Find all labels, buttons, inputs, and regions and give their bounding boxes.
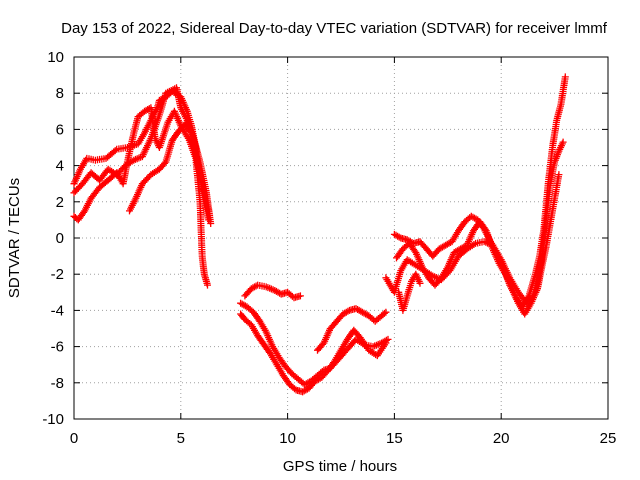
axis-ticks [73, 56, 609, 420]
series-trace-12 [395, 270, 424, 314]
x-tick-labels: 0 5 10 15 20 25 [70, 430, 617, 447]
x-tick-label: 15 [386, 430, 403, 447]
grid-lines [74, 57, 608, 419]
series-trace-7 [241, 281, 304, 302]
y-tick-label: 6 [56, 121, 64, 138]
chart-title: Day 153 of 2022, Sidereal Day-to-day VTE… [61, 20, 608, 37]
data-point [111, 147, 119, 155]
y-tick-label: 4 [56, 158, 64, 175]
data-point [416, 279, 424, 287]
y-tick-labels: -10 -8 -6 -4 -2 0 2 4 6 8 10 [42, 49, 64, 428]
y-tick-label: -6 [51, 339, 64, 356]
series-trace-11 [393, 171, 563, 318]
data-point [384, 335, 392, 343]
data-point [296, 292, 304, 300]
data-point [204, 281, 211, 289]
series-trace-10 [390, 73, 569, 311]
data-point [207, 220, 215, 227]
data-point [382, 339, 390, 347]
data-points [70, 73, 569, 396]
y-tick-label: -8 [51, 375, 64, 392]
y-tick-label: 8 [56, 85, 64, 102]
y-tick-label: -10 [42, 411, 64, 428]
x-tick-label: 25 [600, 430, 617, 447]
y-tick-label: -2 [51, 266, 64, 283]
data-point [561, 73, 569, 81]
x-axis-label: GPS time / hours [283, 458, 397, 475]
series-trace-8 [314, 305, 390, 354]
series-trace-6 [237, 310, 390, 396]
x-tick-label: 0 [70, 430, 78, 447]
x-tick-label: 20 [493, 430, 510, 447]
data-point [555, 171, 563, 179]
y-axis-label: SDTVAR / TECUs [6, 178, 23, 298]
x-tick-label: 10 [279, 430, 296, 447]
data-point [186, 128, 194, 135]
data-point [205, 207, 213, 215]
y-tick-label: -4 [51, 302, 64, 319]
series-trace-4 [126, 120, 213, 215]
data-point [395, 233, 403, 241]
data-point [382, 308, 390, 316]
data-point [380, 309, 388, 317]
y-tick-label: 10 [47, 49, 64, 66]
y-tick-label: 0 [56, 230, 64, 247]
y-tick-label: 2 [56, 194, 64, 211]
data-point [559, 138, 567, 146]
data-point [344, 307, 352, 315]
x-tick-label: 5 [177, 430, 185, 447]
